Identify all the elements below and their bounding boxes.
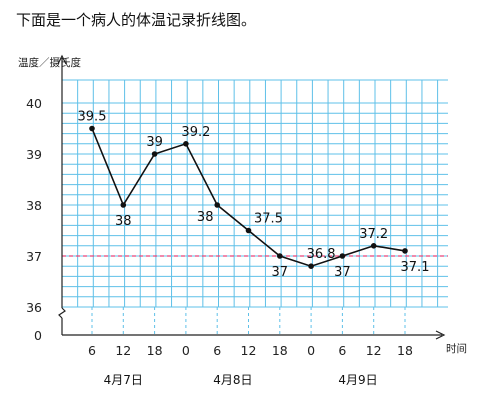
- data-label: 37.2: [359, 227, 388, 242]
- axis-break-mark: [58, 307, 66, 319]
- data-point: [402, 248, 408, 254]
- x-tick-label: 0: [182, 343, 190, 358]
- x-axis-title: 时间: [446, 342, 467, 355]
- x-tick-label: 6: [213, 343, 221, 358]
- date-label: 4月7日: [104, 373, 143, 387]
- y-axis-arrow: [57, 54, 67, 65]
- y-axis-title: 温度／摄氏度: [18, 56, 81, 69]
- data-point: [151, 151, 158, 157]
- x-tick-label: 18: [272, 343, 288, 358]
- data-point: [370, 243, 377, 249]
- data-point: [89, 125, 95, 132]
- y-tick-label: 40: [26, 96, 42, 111]
- y-tick-label: 38: [26, 198, 42, 213]
- data-label: 36.8: [307, 247, 336, 262]
- data-label: 39: [146, 135, 163, 150]
- y-tick-label-zero: 0: [34, 328, 42, 343]
- date-label: 4月8日: [213, 373, 252, 387]
- x-tick-label: 18: [397, 343, 413, 358]
- date-labels: 4月7日 4月8日 4月9日: [104, 373, 378, 387]
- x-axis-arrow: [435, 330, 446, 340]
- data-label: 37.5: [254, 212, 283, 227]
- axes: [57, 54, 446, 340]
- data-label: 38: [197, 210, 214, 225]
- chart-title: 下面是一个病人的体温记录折线图。: [16, 11, 256, 29]
- data-point: [339, 253, 346, 259]
- data-label: 38: [115, 214, 132, 229]
- y-tick-label: 36: [26, 300, 42, 315]
- data-label: 37.1: [401, 260, 430, 275]
- x-tick-label: 0: [307, 343, 315, 358]
- data-point: [120, 202, 127, 208]
- data-labels: 39.5 38 39 39.2 38 37.5 37 36.8 37 37.2 37.1: [78, 110, 430, 281]
- x-tick-label: 6: [88, 343, 96, 358]
- x-tick-label: 12: [366, 343, 382, 358]
- tick-labels: 40 39 38 37 36 0 6 12 18 0 6 12 18 0 6 12 18: [26, 96, 413, 358]
- date-label: 4月9日: [338, 373, 377, 387]
- series-line: [89, 125, 408, 270]
- data-label: 39.5: [78, 110, 107, 125]
- x-tick-label: 6: [338, 343, 346, 358]
- data-label: 37: [272, 265, 289, 280]
- data-label: 39.2: [181, 125, 210, 140]
- grid: [62, 79, 448, 335]
- data-point: [308, 263, 314, 270]
- data-point: [214, 202, 220, 208]
- data-point: [245, 227, 252, 234]
- y-tick-label: 37: [26, 249, 42, 264]
- x-tick-label: 12: [115, 343, 131, 358]
- x-tick-label: 18: [147, 343, 163, 358]
- data-point: [183, 141, 189, 147]
- data-label: 37: [334, 265, 351, 280]
- y-tick-label: 39: [26, 147, 42, 162]
- data-point: [277, 253, 283, 259]
- x-tick-label: 12: [241, 343, 257, 358]
